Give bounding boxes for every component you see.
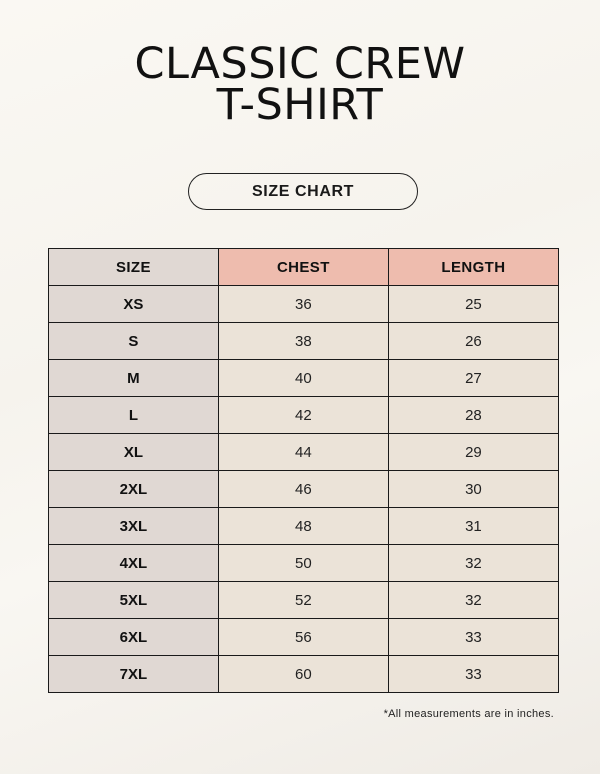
chest-cell: 56 (217, 618, 389, 656)
table-row: XS 36 25 (48, 285, 560, 323)
page-title: CLASSIC CREW T-SHIRT (0, 43, 600, 127)
chest-cell: 40 (217, 359, 389, 397)
table-row: 7XL 60 33 (48, 655, 560, 693)
chest-cell: 60 (217, 655, 389, 693)
header-length: LENGTH (387, 248, 560, 286)
chest-cell: 38 (217, 322, 389, 360)
table-header-row: SIZE CHEST LENGTH (48, 248, 560, 286)
length-cell: 27 (387, 359, 560, 397)
size-cell: M (48, 359, 219, 397)
size-cell: XS (48, 285, 219, 323)
table-row: M 40 27 (48, 359, 560, 397)
chest-cell: 44 (217, 433, 389, 471)
chest-cell: 50 (217, 544, 389, 582)
table-row: 4XL 50 32 (48, 544, 560, 582)
chest-cell: 42 (217, 396, 389, 434)
length-cell: 33 (387, 655, 560, 693)
table-row: 5XL 52 32 (48, 581, 560, 619)
chest-cell: 36 (217, 285, 389, 323)
table-row: L 42 28 (48, 396, 560, 434)
length-cell: 25 (387, 285, 560, 323)
title-line-1: CLASSIC CREW (134, 39, 466, 89)
footnote: *All measurements are in inches. (383, 708, 554, 720)
size-chart-badge: SIZE CHART (188, 173, 418, 210)
size-cell: 5XL (48, 581, 219, 619)
length-cell: 33 (387, 618, 560, 656)
size-cell: 6XL (48, 618, 219, 656)
title-line-2: T-SHIRT (216, 80, 384, 130)
size-cell: 2XL (48, 470, 219, 508)
length-cell: 29 (387, 433, 560, 471)
table-row: S 38 26 (48, 322, 560, 360)
size-cell: 3XL (48, 507, 219, 545)
size-cell: XL (48, 433, 219, 471)
table-row: 3XL 48 31 (48, 507, 560, 545)
chest-cell: 46 (217, 470, 389, 508)
size-cell: 4XL (48, 544, 219, 582)
header-chest: CHEST (217, 248, 389, 286)
table-row: XL 44 29 (48, 433, 560, 471)
size-cell: S (48, 322, 219, 360)
size-cell: L (48, 396, 219, 434)
header-size: SIZE (48, 248, 219, 286)
length-cell: 32 (387, 581, 560, 619)
chest-cell: 52 (217, 581, 389, 619)
length-cell: 32 (387, 544, 560, 582)
length-cell: 28 (387, 396, 560, 434)
table-row: 6XL 56 33 (48, 618, 560, 656)
table-row: 2XL 46 30 (48, 470, 560, 508)
length-cell: 31 (387, 507, 560, 545)
size-table: SIZE CHEST LENGTH XS 36 25 S 38 26 M 40 27 L 42 28 X… (48, 248, 560, 693)
length-cell: 26 (387, 322, 560, 360)
size-cell: 7XL (48, 655, 219, 693)
length-cell: 30 (387, 470, 560, 508)
chest-cell: 48 (217, 507, 389, 545)
